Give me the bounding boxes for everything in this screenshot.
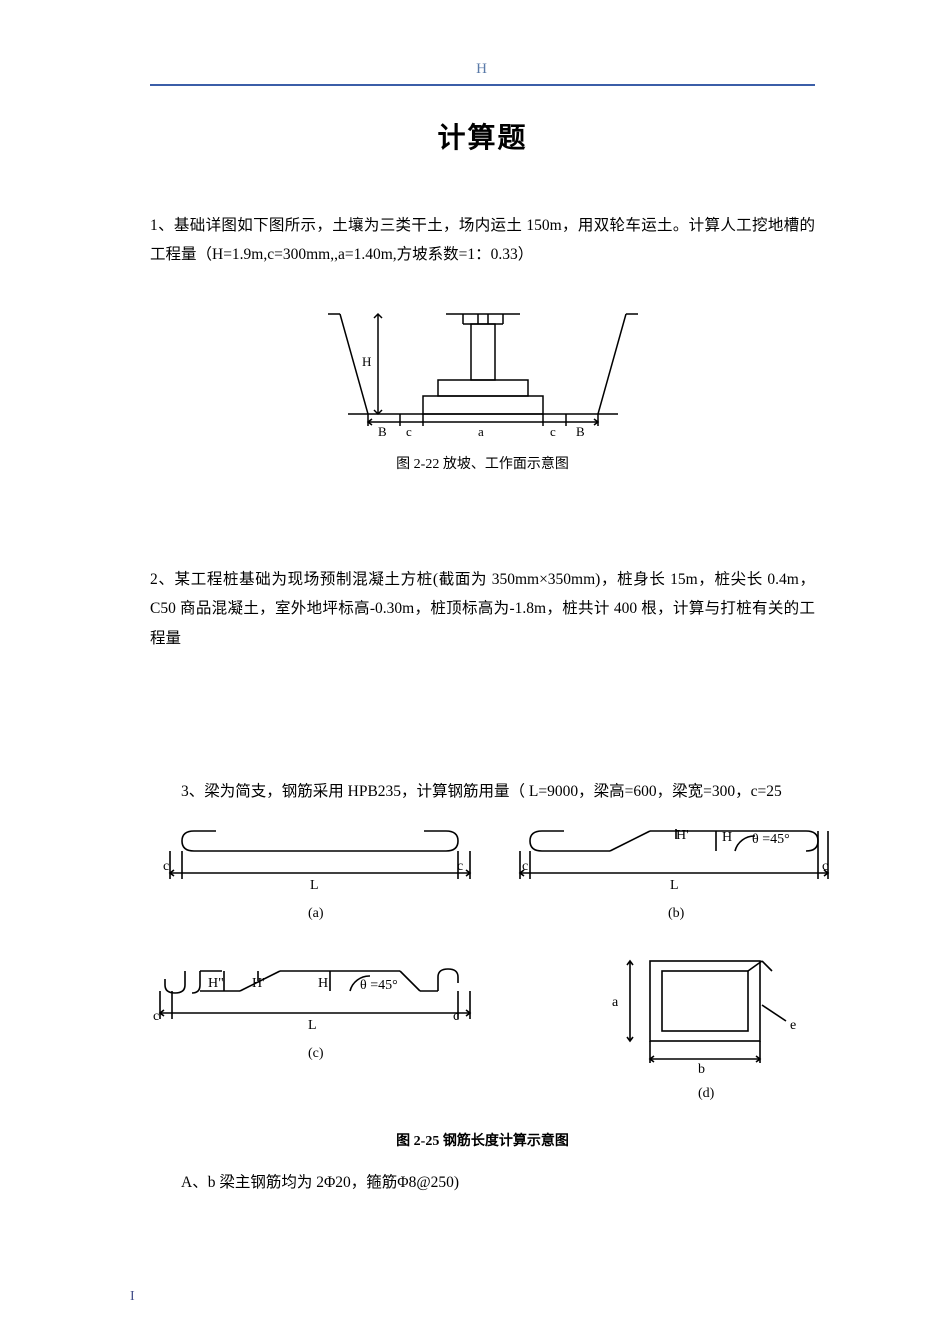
figure-1-svg: H B c a c B bbox=[328, 284, 638, 444]
figure-2-svg: c c L (a) H' H θ =45° c c L (b) H" H' H … bbox=[150, 821, 850, 1121]
page-title: 计算题 bbox=[150, 116, 815, 156]
spacer-2 bbox=[150, 667, 815, 777]
fig2a-c-right: c bbox=[457, 859, 463, 874]
page-footer: I bbox=[130, 1289, 135, 1305]
header-rule bbox=[150, 84, 815, 86]
fig2b-theta: θ =45° bbox=[752, 832, 790, 847]
problem-3-sub: A、b 梁主钢筋均为 2Φ20，箍筋Φ8@250) bbox=[150, 1168, 815, 1197]
fig2c-theta: θ =45° bbox=[360, 978, 398, 993]
fig1-label-cr: c bbox=[550, 424, 556, 439]
fig2b-L: L bbox=[670, 878, 679, 893]
fig2a-c-left: c bbox=[163, 859, 169, 874]
fig2c-L: L bbox=[308, 1018, 317, 1033]
header-mark: H bbox=[476, 61, 489, 77]
fig2b-c-left: c bbox=[522, 859, 528, 874]
fig2-label-b: (b) bbox=[668, 906, 685, 921]
problem-1: 1、基础详图如下图所示，土壤为三类干土，场内运土 150m，用双轮车运土。计算人… bbox=[150, 211, 815, 270]
fig2d-e: e bbox=[790, 1018, 796, 1033]
figure-2: c c L (a) H' H θ =45° c c L (b) H" H' H … bbox=[150, 821, 815, 1150]
fig2c-Hpp: H" bbox=[208, 976, 224, 991]
fig2c-Hp: H' bbox=[252, 976, 265, 991]
page: H 计算题 1、基础详图如下图所示，土壤为三类干土，场内运土 150m，用双轮车… bbox=[0, 0, 945, 1337]
fig2b-H: H bbox=[722, 830, 732, 845]
fig2-label-c: (c) bbox=[308, 1046, 324, 1061]
fig2c-H: H bbox=[318, 976, 328, 991]
figure-2-caption: 图 2-25 钢筋长度计算示意图 bbox=[150, 1130, 815, 1150]
fig2b-c-right: c bbox=[822, 859, 828, 874]
spacer-1 bbox=[150, 485, 815, 565]
figure-1-caption: 图 2-22 放坡、工作面示意图 bbox=[150, 453, 815, 473]
fig2d-a: a bbox=[612, 995, 619, 1010]
page-header: H bbox=[150, 60, 815, 78]
fig2c-c-left: c bbox=[153, 1009, 159, 1024]
fig1-label-a: a bbox=[478, 424, 484, 439]
fig1-label-H: H bbox=[362, 354, 371, 369]
fig2b-Hp: H' bbox=[676, 828, 689, 843]
fig2c-c-right: c bbox=[453, 1009, 459, 1024]
problem-2: 2、某工程桩基础为现场预制混凝土方桩(截面为 350mm×350mm)，桩身长 … bbox=[150, 565, 815, 653]
fig2a-L: L bbox=[310, 878, 319, 893]
fig1-label-Bl: B bbox=[378, 424, 387, 439]
fig1-label-Br: B bbox=[576, 424, 585, 439]
fig2d-b: b bbox=[698, 1062, 705, 1077]
problem-3: 3、梁为简支，钢筋采用 HPB235，计算钢筋用量（ L=9000，梁高=600… bbox=[150, 777, 815, 806]
fig2-label-d: (d) bbox=[698, 1086, 715, 1101]
fig1-label-cl: c bbox=[406, 424, 412, 439]
figure-1: H B c a c B 图 2-22 放坡、工作面示意图 bbox=[150, 284, 815, 473]
fig2-label-a: (a) bbox=[308, 906, 324, 921]
